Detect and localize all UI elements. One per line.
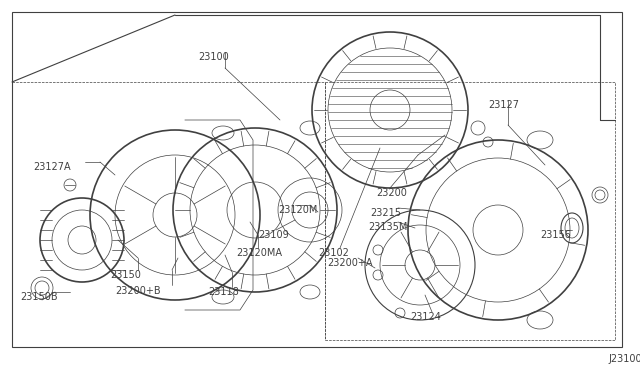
Text: 23100: 23100 [198, 52, 228, 62]
Bar [325, 82, 615, 340]
Text: J23100M7: J23100M7 [608, 354, 640, 364]
Text: 23102: 23102 [318, 248, 349, 258]
Text: 23215: 23215 [370, 208, 401, 218]
Text: 23118: 23118 [208, 287, 239, 297]
Text: 23124: 23124 [410, 312, 441, 322]
Text: 23135M: 23135M [368, 222, 408, 232]
Text: 23127: 23127 [488, 100, 519, 110]
Text: 23120M: 23120M [278, 205, 317, 215]
Text: 23200+A: 23200+A [327, 258, 372, 268]
Text: 23120MA: 23120MA [236, 248, 282, 258]
Text: 23150: 23150 [110, 270, 141, 280]
Text: 23200+B: 23200+B [115, 286, 161, 296]
Text: 23150B: 23150B [20, 292, 58, 302]
Text: 23127A: 23127A [33, 162, 70, 172]
Text: 23200: 23200 [376, 188, 407, 198]
Text: 23156: 23156 [540, 230, 571, 240]
Text: 23109: 23109 [258, 230, 289, 240]
